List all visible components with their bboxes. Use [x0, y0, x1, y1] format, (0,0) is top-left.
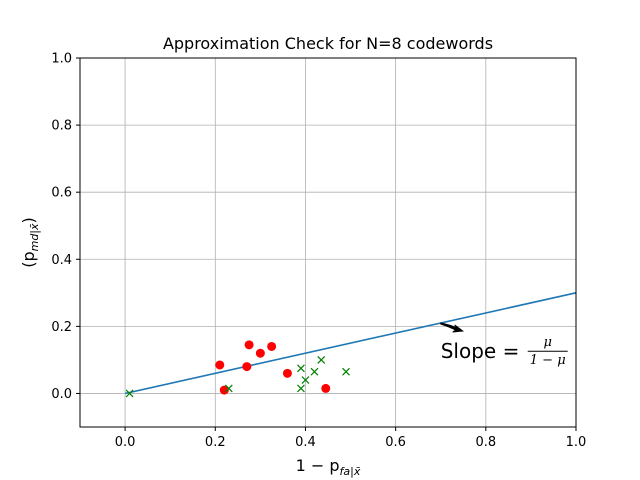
green-x-point [317, 355, 326, 364]
slope-line [124, 292, 577, 395]
y-axis-label-open: (p [19, 251, 38, 267]
red-circle-point [215, 360, 225, 370]
y-tick-label: 0.2 [51, 320, 72, 335]
y-tick-label: 1.0 [51, 52, 72, 67]
green-x-point [310, 367, 319, 376]
slope-annotation: Slope = μ 1 − μ [440, 322, 568, 368]
green-x-point [125, 389, 134, 398]
slope-line-layer [124, 292, 577, 395]
green-x-point [342, 367, 350, 376]
y-tick-label: 0.0 [51, 387, 72, 402]
y-axis-label: (pmd|x̄) [19, 217, 41, 268]
x-tick-label: 0.0 [115, 435, 136, 450]
marker-layer [125, 340, 350, 398]
grid [80, 57, 577, 427]
red-circle-point [219, 385, 229, 395]
annotation-arrow [440, 322, 465, 333]
green-x-point [301, 376, 310, 384]
y-axis-label-subscript: md|x̄ [28, 223, 41, 251]
y-tick-label: 0.6 [51, 186, 72, 201]
chart-title: Approximation Check for N=8 codewords [163, 34, 493, 53]
x-axis-label: 1 − pfa|x̄ [296, 456, 361, 478]
green-x-point [224, 384, 233, 393]
x-tick-label: 0.2 [205, 435, 226, 450]
y-tick-label: 0.8 [51, 119, 72, 134]
x-tick-label: 0.6 [385, 435, 406, 450]
y-axis-label-close: ) [19, 217, 38, 223]
red-circle-point [321, 383, 331, 393]
red-circle-point [255, 348, 265, 358]
x-tick-label: 1.0 [566, 435, 587, 450]
x-axis-label-base: 1 − p [296, 456, 340, 475]
red-circle-point [242, 362, 252, 372]
annotation-denominator: 1 − μ [530, 353, 566, 368]
x-axis-label-subscript: fa|x̄ [340, 465, 361, 478]
y-tick-label: 0.4 [51, 253, 72, 268]
x-tick-label: 0.4 [295, 435, 316, 450]
red-circle-point [282, 368, 292, 378]
green-x-point [297, 384, 305, 393]
plot-frame [79, 57, 577, 428]
annotation-numerator: μ [544, 335, 552, 350]
tick-layer: 0.0 0.2 0.4 0.6 0.8 1.0 0.0 0.2 0.4 0.6 0.8 1.0 [51, 52, 586, 451]
red-circle-point [267, 341, 277, 351]
x-tick-label: 0.8 [475, 435, 496, 450]
red-circle-point [244, 340, 254, 350]
annotation-text: Slope = [441, 339, 520, 363]
green-x-point [297, 364, 305, 373]
